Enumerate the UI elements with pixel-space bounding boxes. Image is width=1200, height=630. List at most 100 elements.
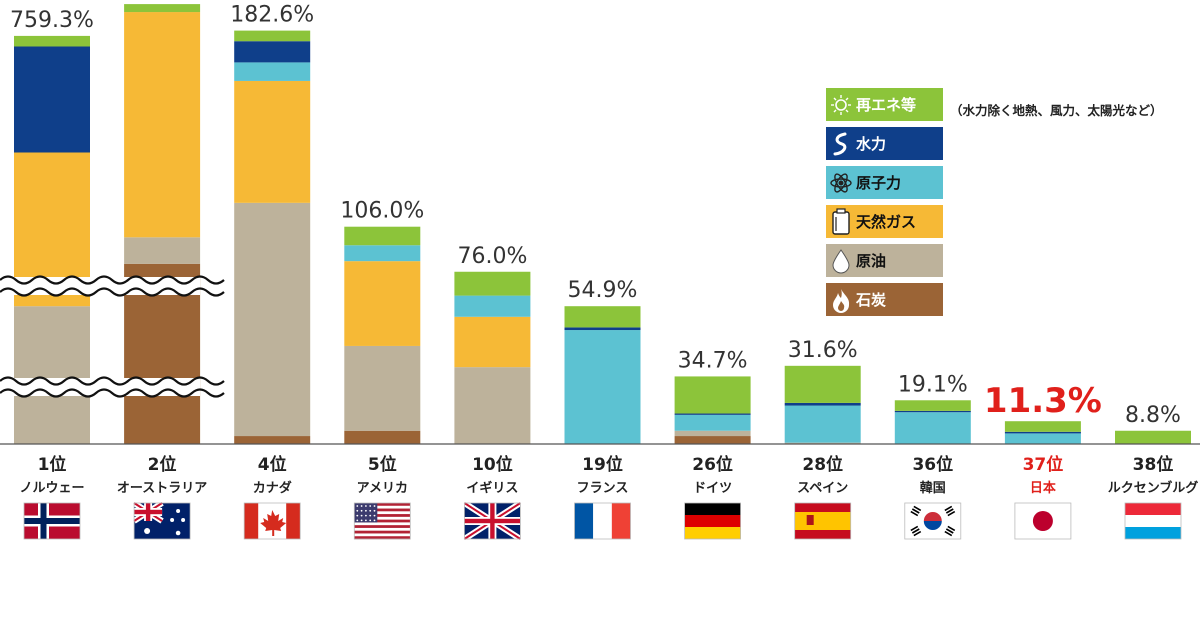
legend-item: 石炭 <box>826 283 943 316</box>
rank-label: 26位 <box>692 454 733 475</box>
bar-segment-1-6 <box>674 430 751 437</box>
flags-layer <box>23 500 1182 542</box>
bar-segment-5-4 <box>454 271 531 296</box>
australia-flag <box>132 500 191 540</box>
bar-segment-0-2 <box>234 436 311 444</box>
axis-break-lower-top <box>0 376 225 386</box>
total-label: 8.8% <box>1125 403 1181 428</box>
bar-segment-1-2 <box>234 202 311 437</box>
legend-item: 水力 <box>826 127 943 160</box>
country-label: スペイン <box>797 481 848 496</box>
rank-label: 10位 <box>472 454 513 475</box>
legend-label: 再エネ等 <box>856 96 917 114</box>
bar-segment-3-8 <box>894 412 971 444</box>
bar-segment-2-2 <box>234 80 311 203</box>
legend-label: 原油 <box>856 252 887 270</box>
total-label: 31.6% <box>788 338 858 363</box>
norway-flag <box>23 502 81 540</box>
axis-break-upper-bottom <box>0 287 225 297</box>
bar-segment-2-3 <box>344 261 421 346</box>
canada-flag <box>243 502 301 540</box>
bar-segment-1-1 <box>124 237 201 264</box>
fire-icon <box>826 283 856 316</box>
rank-label: 38位 <box>1133 454 1174 475</box>
water-icon <box>826 127 856 160</box>
country-label: ドイツ <box>693 481 732 496</box>
bar-segment-5-2 <box>234 30 311 42</box>
total-label: 11.3% <box>984 381 1102 421</box>
country-label: アメリカ <box>357 481 408 496</box>
legend-note: （水力除く地熱、風力、太陽光など） <box>950 103 1163 118</box>
bar-segment-0-6 <box>674 436 751 444</box>
country-label: カナダ <box>253 480 292 496</box>
total-label: 76.0% <box>457 244 527 269</box>
country-label: 日本 <box>1030 480 1056 496</box>
bar-segment-2-1 <box>124 12 201 238</box>
bar-segment-0-3 <box>344 430 421 444</box>
bar-segment-4-6 <box>674 413 751 415</box>
bar-segment-1-7 <box>784 442 861 444</box>
sun-icon <box>826 88 856 121</box>
axis-break-upper-top <box>0 275 225 285</box>
spain-flag <box>794 502 852 540</box>
droplet-icon <box>826 244 856 277</box>
rank-label: 4位 <box>258 454 287 475</box>
bar-segment-4-5 <box>564 327 641 331</box>
bar-segment-5-6 <box>674 376 751 414</box>
bar-segment-3-2 <box>234 62 311 81</box>
country-label: 韓国 <box>920 480 946 496</box>
japan-flag <box>1014 502 1072 540</box>
usa-flag <box>353 502 411 540</box>
rank-label: 37位 <box>1023 454 1064 475</box>
bar-segment-5-1 <box>124 4 201 13</box>
bar-segment-3-4 <box>454 295 531 317</box>
bar-segment-4-8 <box>894 410 971 413</box>
total-label: 19.1% <box>898 372 968 397</box>
bar-segment-2-4 <box>454 316 531 368</box>
rank-label: 5位 <box>368 454 397 475</box>
total-label: 34.7% <box>678 348 748 373</box>
bars-layer <box>14 4 1191 444</box>
uk-flag <box>462 500 523 542</box>
rank-label: 2位 <box>148 454 177 475</box>
bar-segment-3-6 <box>674 414 751 431</box>
bar-segment-5-9 <box>1004 421 1081 432</box>
legend-item: 天然ガス <box>826 205 943 238</box>
legend-label: 原子力 <box>856 174 902 192</box>
country-label: ノルウェー <box>19 481 84 496</box>
bar-segment-3-9 <box>1004 433 1081 444</box>
legend-label: 石炭 <box>856 291 887 309</box>
country-label: イギリス <box>466 480 518 496</box>
bar-segment-1-4 <box>454 367 531 444</box>
total-label: 345.5% <box>120 0 204 1</box>
bar-segment-3-3 <box>344 245 421 262</box>
country-label: オーストラリア <box>117 481 207 496</box>
bar-segment-4-7 <box>784 402 861 406</box>
legend-item: 原子力 <box>826 166 943 199</box>
bar-segment-5-10 <box>1115 430 1191 444</box>
atom-icon <box>826 166 856 199</box>
bar-segment-5-0 <box>14 35 90 47</box>
rank-label: 28位 <box>802 454 843 475</box>
total-label: 759.3% <box>10 8 94 33</box>
gas-tank-icon <box>826 205 856 238</box>
country-label: フランス <box>577 481 629 496</box>
germany-flag <box>684 502 741 540</box>
bar-segment-3-7 <box>784 405 861 443</box>
bar-segment-1-0 <box>14 306 90 444</box>
legend: 再エネ等水力原子力天然ガス原油石炭 <box>826 88 943 322</box>
bar-segment-5-3 <box>344 226 421 246</box>
country-label: ルクセンブルグ <box>1108 480 1199 496</box>
bar-segment-5-5 <box>564 306 641 328</box>
bar-segment-4-2 <box>234 41 311 63</box>
bar-segment-3-5 <box>564 330 641 444</box>
rank-label: 36位 <box>912 454 953 475</box>
bar-segment-5-8 <box>894 400 971 411</box>
korea-flag <box>904 502 962 540</box>
bar-segment-5-7 <box>784 365 861 403</box>
axis-break-lower-bottom <box>0 388 225 398</box>
legend-item: 再エネ等 <box>826 88 943 121</box>
legend-label: 水力 <box>856 135 887 153</box>
